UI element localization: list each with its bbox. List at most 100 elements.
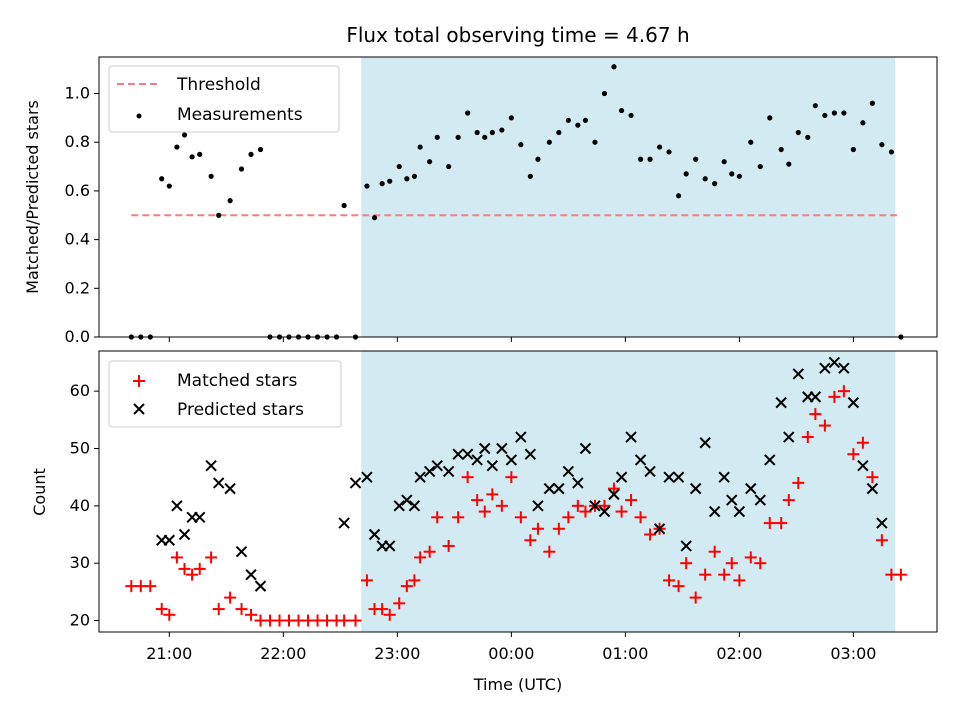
predicted-star-marker: [524, 448, 537, 460]
predicted-star-marker: [461, 448, 474, 460]
xtick-label: 03:00: [830, 644, 876, 663]
matched-star-marker: [894, 568, 907, 581]
measurement-point: [712, 181, 718, 187]
matched-star-marker: [144, 580, 157, 593]
matched-star-marker: [163, 608, 176, 621]
measurement-point: [831, 110, 837, 116]
xtick-label: 21:00: [146, 644, 192, 663]
predicted-star-marker: [442, 465, 455, 478]
matched-star-marker: [875, 534, 888, 547]
predicted-star-marker: [349, 477, 362, 489]
measurement-point: [197, 151, 203, 157]
measurement-point: [208, 173, 214, 179]
matched-star-marker: [725, 557, 738, 570]
measurement-point: [647, 156, 653, 162]
measurement-point: [387, 178, 393, 184]
predicted-star-marker: [625, 431, 637, 443]
matched-star-marker: [837, 385, 850, 398]
predicted-star-marker: [401, 494, 413, 506]
measurement-point: [518, 142, 524, 148]
measurement-point: [757, 163, 763, 170]
measurement-point: [371, 215, 378, 221]
matched-star-marker: [193, 562, 206, 575]
xtick-label: 01:00: [602, 644, 648, 663]
measurement-point: [748, 139, 754, 145]
predicted-star-marker: [819, 362, 831, 374]
predicted-star-marker: [254, 580, 267, 592]
matched-star-marker: [634, 511, 647, 524]
measurement-point: [675, 193, 682, 199]
measurement-point: [174, 144, 180, 150]
predicted-star-marker: [775, 396, 787, 409]
matched-star-marker: [866, 471, 879, 484]
measurement-point: [656, 144, 663, 150]
matched-star-marker: [847, 448, 860, 461]
matched-star-marker: [733, 574, 746, 587]
x-axis-label: Time (UTC): [473, 675, 562, 694]
predicted-star-marker: [515, 431, 527, 443]
matched-star-marker: [423, 545, 436, 558]
measurement-point: [341, 202, 347, 209]
measurement-point: [693, 156, 699, 162]
matched-star-marker: [763, 517, 776, 530]
measurement-point: [795, 129, 801, 136]
measurement-point: [238, 166, 245, 172]
predicted-star-marker: [543, 482, 556, 495]
top-ytick-label: 0.2: [65, 278, 90, 297]
matched-star-marker: [235, 603, 248, 616]
matched-star-marker: [486, 488, 499, 501]
predicted-star-marker: [496, 442, 508, 455]
measurement-point: [841, 110, 847, 116]
measurement-point: [778, 146, 784, 153]
matched-star-marker: [514, 511, 527, 524]
predicted-star-marker: [178, 528, 191, 541]
predicted-star-marker: [171, 500, 183, 512]
measurement-point: [181, 132, 188, 138]
predicted-star-marker: [876, 517, 888, 529]
matched-star-marker: [689, 591, 702, 604]
measurement-point: [565, 117, 571, 123]
bottom-axes-frame: [98, 350, 938, 633]
measurement-point: [535, 156, 541, 162]
predicted-star-marker: [598, 505, 611, 518]
matched-star-marker: [245, 608, 258, 621]
bottom-observing-span: [361, 351, 896, 632]
predicted-star-marker: [644, 465, 656, 478]
predicted-star-marker: [680, 540, 692, 552]
measurement-point: [446, 163, 452, 170]
matched-star-marker: [562, 511, 575, 524]
predicted-star-marker: [245, 568, 257, 581]
predicted-star-marker: [532, 500, 544, 512]
predicted-star-marker: [838, 362, 850, 374]
measurement-point: [879, 142, 885, 148]
top-axes-frame: [98, 56, 938, 338]
measurement-point: [248, 151, 254, 157]
matched-star-marker: [471, 494, 484, 507]
measurement-point: [575, 122, 581, 128]
predicted-star-marker: [726, 494, 738, 506]
predicted-star-marker: [235, 546, 248, 558]
bottom-legend: Matched stars Predicted stars: [108, 360, 342, 428]
matched-star-marker: [699, 568, 712, 581]
measurement-point: [683, 171, 689, 177]
measurement-point: [611, 64, 617, 70]
matched-star-marker: [754, 557, 767, 570]
predicted-star-marker: [579, 442, 592, 455]
measurement-point: [767, 115, 773, 121]
matched-star-marker: [818, 419, 831, 432]
matched-star-marker: [625, 494, 638, 507]
top-observing-span: [361, 57, 896, 337]
measurement-point: [216, 212, 222, 218]
matched-star-marker: [360, 574, 373, 587]
matched-star-marker: [524, 534, 537, 547]
matched-star-marker: [452, 511, 465, 524]
matched-star-marker: [571, 499, 584, 512]
matched-star-marker: [809, 408, 822, 421]
matched-star-marker: [598, 499, 611, 512]
top-ylabel: Matched/Predicted stars: [23, 100, 42, 294]
matched-star-marker: [828, 390, 841, 403]
matched-star-marker: [792, 476, 805, 489]
legend-predicted-swatch: [133, 403, 145, 415]
measurement-point: [527, 173, 533, 179]
measurement-point: [227, 198, 233, 204]
